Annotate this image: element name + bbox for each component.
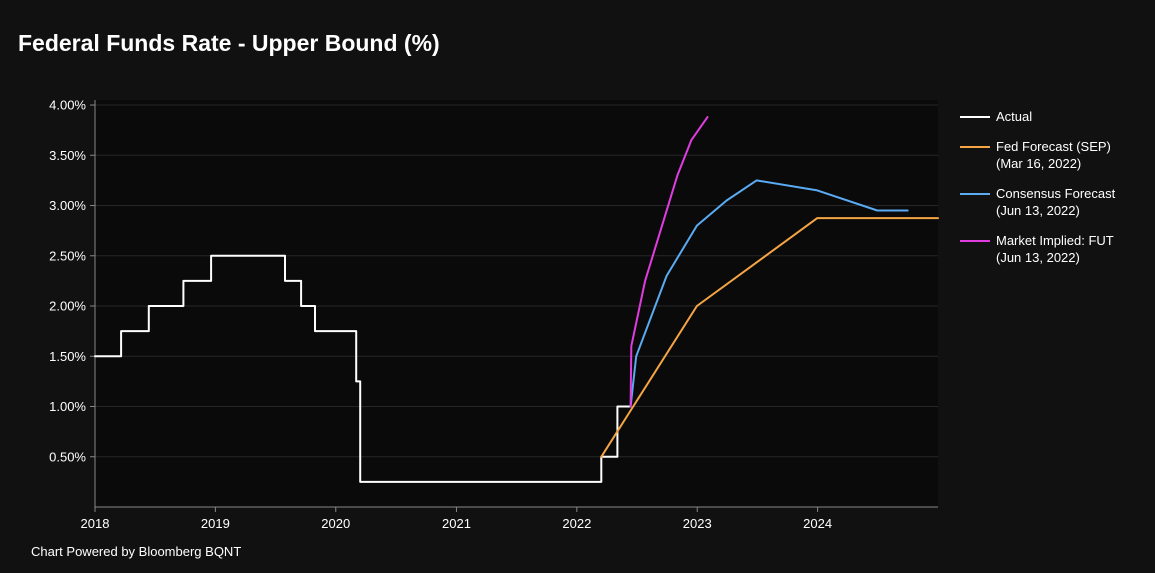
y-tick-label: 1.00% bbox=[49, 399, 86, 414]
plot-background bbox=[95, 100, 938, 507]
chart-footer: Chart Powered by Bloomberg BQNT bbox=[31, 544, 242, 559]
y-tick-label: 1.50% bbox=[49, 349, 86, 364]
series-line-market-implied bbox=[629, 116, 709, 408]
legend-item-actual[interactable]: Actual bbox=[960, 108, 1150, 125]
series-line-consensus-forecast bbox=[629, 179, 909, 408]
legend-item-fed-forecast[interactable]: Fed Forecast (SEP) (Mar 16, 2022) bbox=[960, 138, 1150, 172]
legend-label: Actual bbox=[996, 109, 1033, 124]
gridlines bbox=[95, 104, 938, 458]
legend-label: (Mar 16, 2022) bbox=[996, 156, 1082, 171]
legend-label: Fed Forecast (SEP) bbox=[996, 139, 1111, 154]
x-tick-label: 2024 bbox=[803, 516, 832, 531]
y-tick-label: 2.00% bbox=[49, 299, 86, 314]
y-tick-label: 0.50% bbox=[49, 449, 86, 464]
x-tick-label: 2018 bbox=[81, 516, 110, 531]
legend-label: (Jun 13, 2022) bbox=[996, 250, 1080, 265]
legend-swatch bbox=[960, 240, 990, 242]
y-tick-label: 2.50% bbox=[49, 248, 86, 263]
x-tick-label: 2021 bbox=[442, 516, 471, 531]
legend: Actual Fed Forecast (SEP) (Mar 16, 2022) Co… bbox=[960, 108, 1150, 279]
x-tick-label: 2020 bbox=[321, 516, 350, 531]
series-line-actual bbox=[94, 254, 632, 483]
axes: 0.50% 1.00% 1.50% 2.00% 2.50% 3.00% 3.50% 4.00%… bbox=[49, 98, 938, 531]
legend-swatch bbox=[960, 193, 990, 195]
series-lines bbox=[94, 116, 939, 483]
y-tick-label: 4.00% bbox=[49, 98, 86, 113]
legend-label: Market Implied: FUT bbox=[996, 233, 1114, 248]
y-tick-label: 3.00% bbox=[49, 198, 86, 213]
legend-label: (Jun 13, 2022) bbox=[996, 203, 1080, 218]
legend-label: Consensus Forecast bbox=[996, 186, 1116, 201]
legend-item-consensus-forecast[interactable]: Consensus Forecast (Jun 13, 2022) bbox=[960, 185, 1150, 219]
legend-swatch bbox=[960, 146, 990, 148]
legend-item-market-implied[interactable]: Market Implied: FUT (Jun 13, 2022) bbox=[960, 232, 1150, 266]
series-line-fed-forecast bbox=[600, 217, 939, 458]
chart-title: Federal Funds Rate - Upper Bound (%) bbox=[18, 30, 440, 56]
x-tick-label: 2019 bbox=[201, 516, 230, 531]
legend-swatch bbox=[960, 116, 990, 118]
x-tick-label: 2022 bbox=[562, 516, 591, 531]
y-tick-label: 3.50% bbox=[49, 148, 86, 163]
x-tick-label: 2023 bbox=[683, 516, 712, 531]
